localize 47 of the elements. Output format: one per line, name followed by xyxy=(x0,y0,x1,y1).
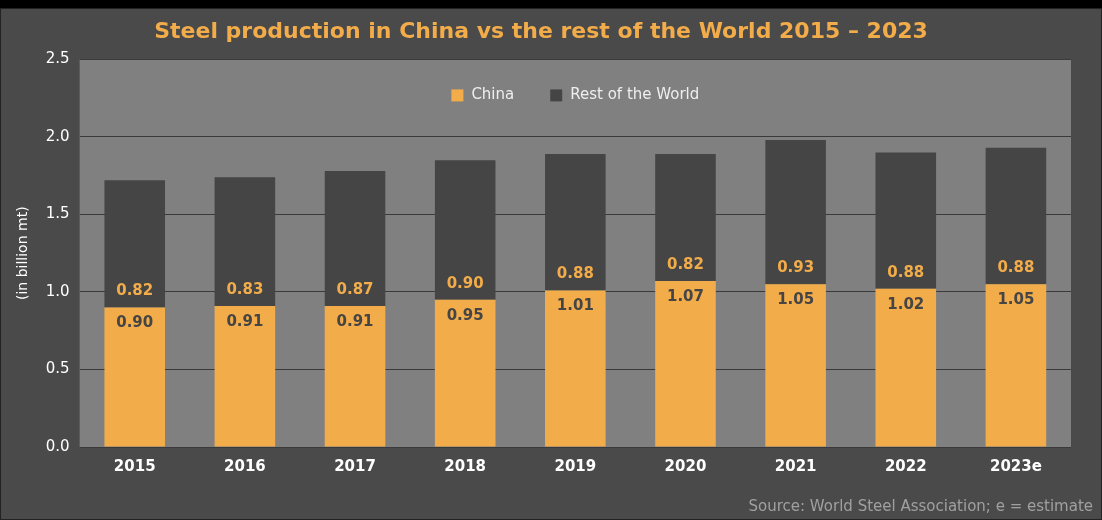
x-tick-label: 2020 xyxy=(664,456,707,475)
y-tick-label: 0.0 xyxy=(45,436,70,455)
data-label: 1.05 xyxy=(777,290,815,309)
y-tick-label: 1.5 xyxy=(45,204,70,223)
bar xyxy=(104,307,166,447)
y-tick-label: 2.5 xyxy=(45,49,70,68)
data-label: 0.91 xyxy=(226,311,264,330)
x-tick-label: 2016 xyxy=(224,456,266,475)
y-tick-label: 1.0 xyxy=(45,281,70,300)
x-tick-label: 2017 xyxy=(334,456,376,475)
data-label: 0.88 xyxy=(997,258,1035,277)
bar xyxy=(985,284,1047,447)
x-tick-label: 2023e xyxy=(989,456,1042,475)
y-tick-label: 2.0 xyxy=(45,126,70,145)
x-tick-label: 2018 xyxy=(444,456,487,475)
x-tick-label: 2019 xyxy=(554,456,597,475)
bar xyxy=(765,284,826,447)
data-label: 0.93 xyxy=(777,258,815,277)
data-label: 0.83 xyxy=(226,279,264,298)
y-tick-label: 0.5 xyxy=(45,359,70,378)
source-note: Source: World Steel Association; e = estimate xyxy=(748,497,1093,516)
data-label: 0.88 xyxy=(556,264,594,283)
x-tick-label: 2015 xyxy=(113,456,156,475)
data-label: 1.02 xyxy=(887,294,925,313)
bar xyxy=(214,305,276,447)
legend-label: Rest of the World xyxy=(570,85,700,104)
data-label: 1.05 xyxy=(997,290,1035,309)
bar xyxy=(324,305,386,447)
data-label: 0.87 xyxy=(336,279,374,298)
chart-title: Steel production in China vs the rest of the World 2015 – 2023 xyxy=(154,17,928,43)
data-label: 1.01 xyxy=(556,296,594,315)
data-label: 0.88 xyxy=(887,262,925,281)
bar xyxy=(875,288,937,447)
x-tick-label: 2022 xyxy=(884,456,927,475)
data-label: 0.95 xyxy=(446,305,484,324)
data-label: 0.90 xyxy=(116,313,154,332)
bar xyxy=(655,281,716,447)
data-label: 0.90 xyxy=(446,273,484,292)
data-label: 0.82 xyxy=(116,281,154,300)
bar xyxy=(434,299,496,447)
legend-label: China xyxy=(471,85,515,104)
x-tick-label: 2021 xyxy=(774,456,817,475)
data-label: 0.82 xyxy=(666,255,704,273)
bar xyxy=(545,290,606,447)
data-label: 0.91 xyxy=(336,311,374,330)
data-label: 1.07 xyxy=(666,287,704,305)
y-axis-title: (in billion mt) xyxy=(14,206,31,300)
